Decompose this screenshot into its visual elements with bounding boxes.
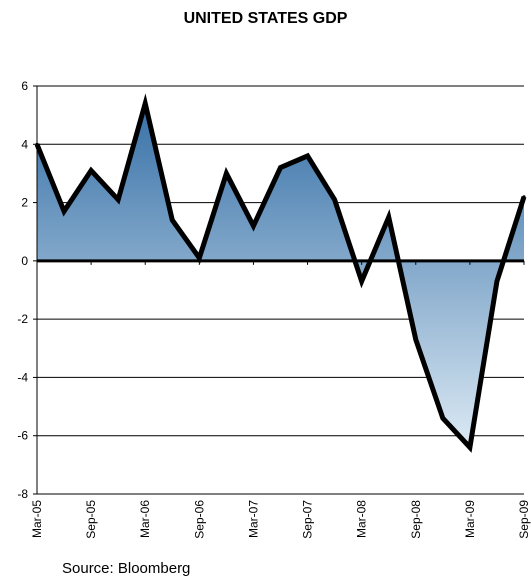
- y-tick-label: -6: [17, 429, 28, 443]
- gdp-series-line: [34, 93, 527, 453]
- x-tick-label: Mar-05: [30, 500, 44, 538]
- x-tick-label: Sep-06: [192, 500, 206, 539]
- y-tick-label: -8: [17, 487, 28, 501]
- y-tick-label: 0: [21, 254, 28, 268]
- x-tick-label: Sep-09: [517, 500, 531, 539]
- source-note: Source: Bloomberg: [62, 560, 191, 577]
- x-tick-label: Mar-06: [138, 500, 152, 538]
- y-tick-label: 4: [21, 137, 28, 151]
- x-tick-label: Sep-08: [409, 500, 423, 539]
- y-tick-label: 6: [21, 79, 28, 93]
- y-tick-labels: 6 4 2 0 -2 -4 -6 -8: [17, 79, 28, 501]
- x-tick-label: Mar-07: [246, 500, 260, 538]
- x-tick-label: Mar-08: [355, 500, 369, 538]
- x-tick-label: Sep-05: [84, 500, 98, 539]
- chart-title: UNITED STATES GDP: [183, 10, 348, 27]
- y-tick-label: 2: [21, 196, 28, 210]
- y-tick-label: -4: [17, 370, 28, 384]
- x-tick-label: Mar-09: [463, 500, 477, 538]
- gdp-area-fill: [37, 103, 524, 448]
- x-tick-labels: Mar-05 Sep-05 Mar-06 Sep-06 Mar-07 Sep-07 Mar-…: [30, 500, 531, 539]
- x-tick-label: Sep-07: [301, 500, 315, 539]
- y-tick-label: -2: [17, 312, 28, 326]
